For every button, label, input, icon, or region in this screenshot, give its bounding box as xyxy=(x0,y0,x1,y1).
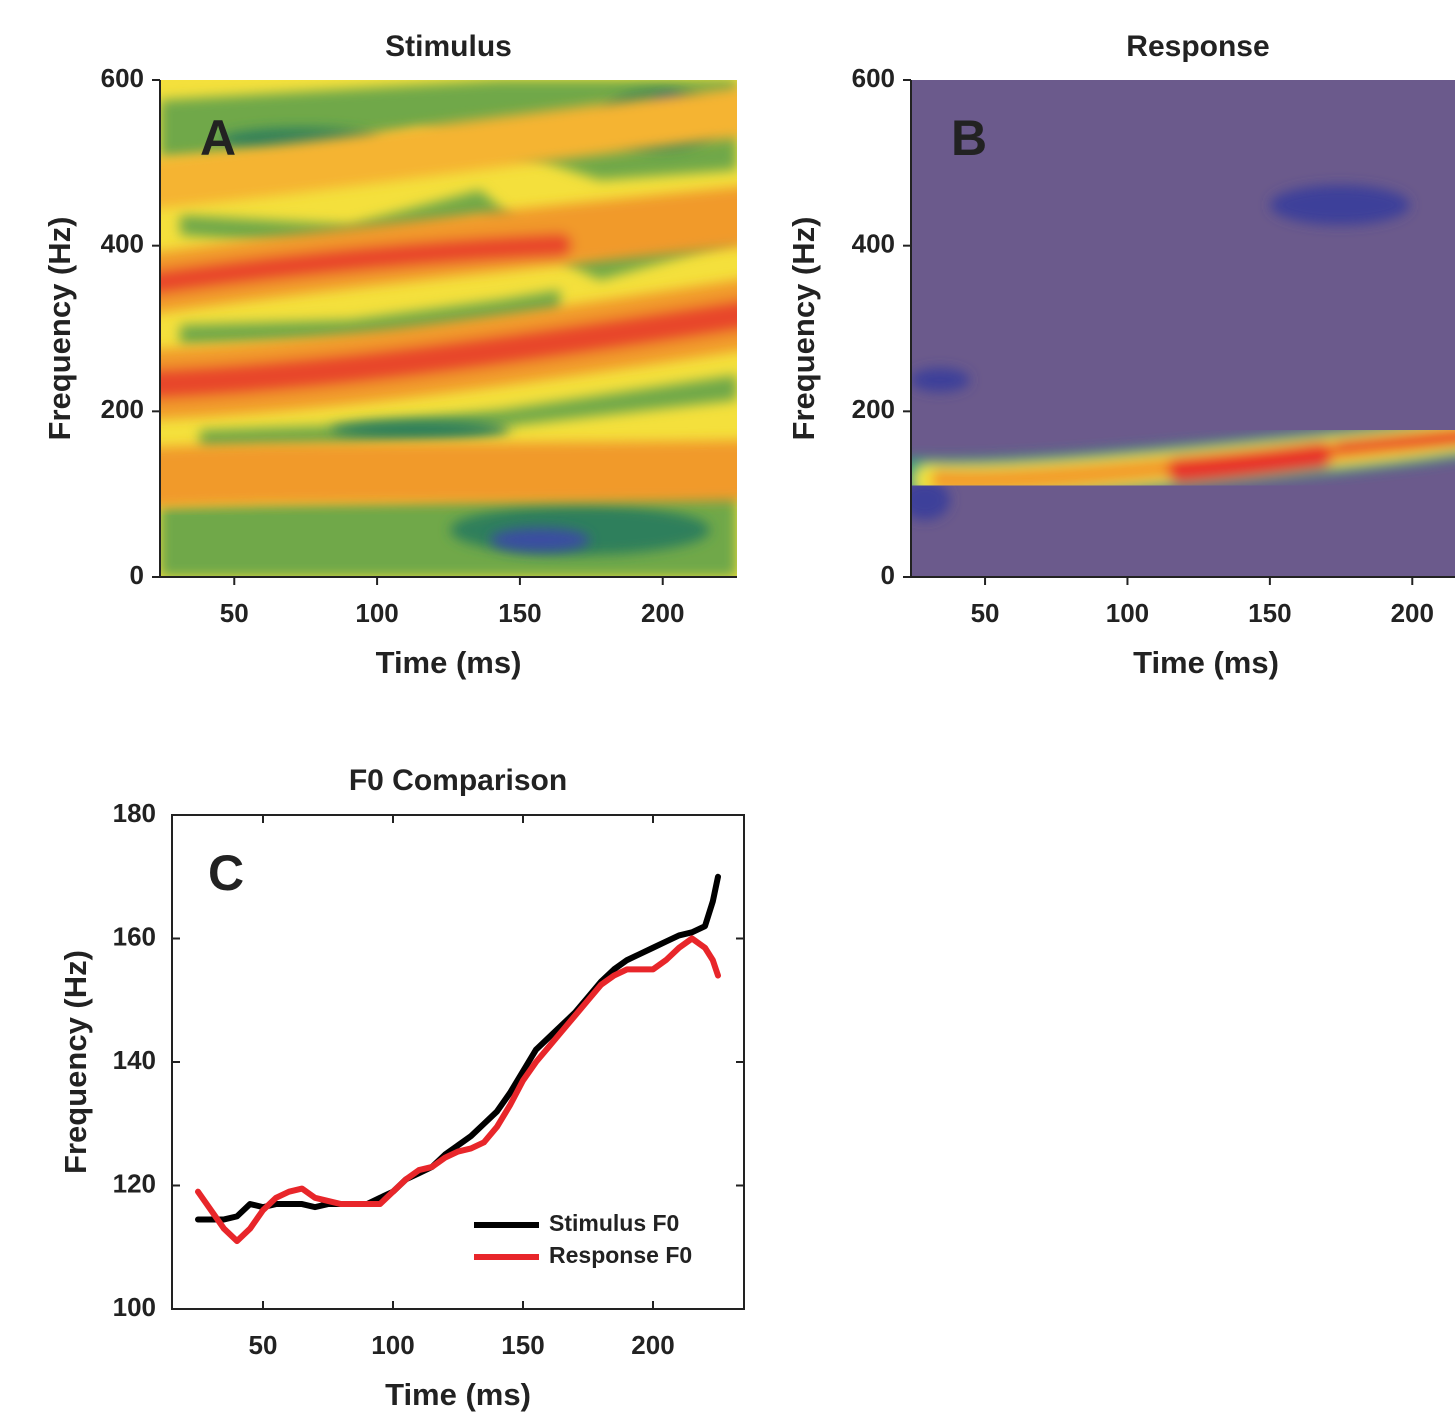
y-tick-label: 400 xyxy=(852,229,895,259)
y-tick-label: 200 xyxy=(101,394,144,424)
x-tick-label: 100 xyxy=(371,1330,414,1360)
x-tick-label: 200 xyxy=(631,1330,674,1360)
x-tick-label: 50 xyxy=(220,598,249,628)
y-tick-label: 600 xyxy=(852,63,895,93)
x-tick-label: 50 xyxy=(249,1330,278,1360)
y-axis-label: Frequency (Hz) xyxy=(786,217,821,441)
y-tick-label: 120 xyxy=(113,1168,156,1198)
x-tick-label: 200 xyxy=(641,598,684,628)
panel-label: C xyxy=(208,845,244,901)
response-spectrogram xyxy=(911,80,1455,577)
x-tick-label: 150 xyxy=(498,598,541,628)
panel-label: B xyxy=(951,110,987,166)
panel-label: A xyxy=(200,110,236,166)
line-series xyxy=(195,873,721,1223)
y-tick-label: 600 xyxy=(101,63,144,93)
x-tick-label: 50 xyxy=(971,598,1000,628)
y-tick-label: 100 xyxy=(113,1292,156,1322)
chart-title: F0 Comparison xyxy=(349,764,567,797)
x-axis-label: Time (ms) xyxy=(385,1377,531,1412)
y-tick-label: 140 xyxy=(113,1045,156,1075)
stimulus-spectrogram xyxy=(160,80,737,577)
y-tick-label: 200 xyxy=(852,394,895,424)
x-tick-label: 100 xyxy=(355,598,398,628)
y-tick-label: 160 xyxy=(113,921,156,951)
y-tick-label: 180 xyxy=(113,798,156,828)
chart-title: Stimulus xyxy=(385,30,512,63)
x-axis-label: Time (ms) xyxy=(1133,645,1279,680)
legend-label: Response F0 xyxy=(549,1242,692,1268)
x-tick-label: 150 xyxy=(1248,598,1291,628)
x-axis-label: Time (ms) xyxy=(376,645,522,680)
y-tick-label: 0 xyxy=(130,560,144,590)
legend-label: Stimulus F0 xyxy=(549,1210,679,1236)
x-tick-label: 150 xyxy=(501,1330,544,1360)
chart-title: Response xyxy=(1126,30,1269,63)
y-axis-label: Frequency (Hz) xyxy=(42,217,77,441)
line-series xyxy=(195,935,721,1245)
y-tick-label: 0 xyxy=(881,560,895,590)
x-tick-label: 200 xyxy=(1391,598,1434,628)
y-tick-label: 400 xyxy=(101,229,144,259)
y-axis-label: Frequency (Hz) xyxy=(58,950,93,1174)
x-tick-label: 100 xyxy=(1106,598,1149,628)
